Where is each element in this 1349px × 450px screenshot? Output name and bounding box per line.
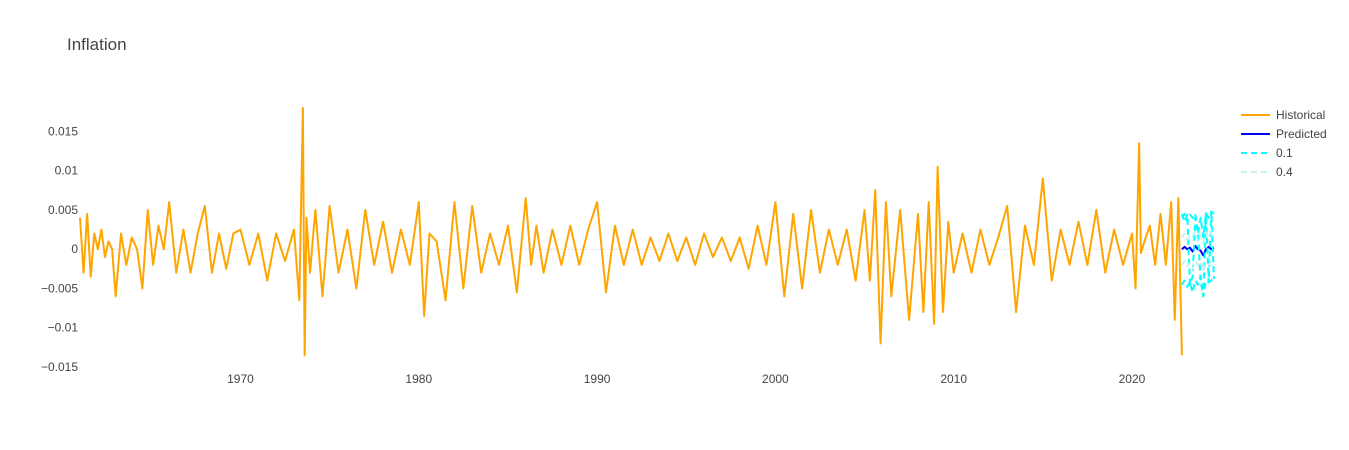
legend-label: 0.4 <box>1276 165 1293 179</box>
legend-item-historical[interactable]: Historical <box>1241 108 1325 122</box>
x-tick-label: 1980 <box>405 372 432 386</box>
y-tick-label: 0.015 <box>48 124 78 138</box>
x-tick-label: 2020 <box>1119 372 1146 386</box>
legend-label: 0.1 <box>1276 146 1293 160</box>
y-axis: −0.015 −0.01 −0.005 0 0.005 0.01 0.015 <box>41 124 78 374</box>
legend-item-predicted[interactable]: Predicted <box>1241 127 1327 141</box>
series-line-0-4 <box>1181 259 1214 273</box>
series-line-0-1 <box>1181 275 1215 298</box>
legend-item-0-4[interactable]: 0.4 <box>1241 165 1293 179</box>
y-tick-label: −0.015 <box>41 360 78 374</box>
y-tick-label: 0.005 <box>48 203 78 217</box>
series-line-0-4 <box>1181 229 1215 244</box>
x-tick-label: 2000 <box>762 372 789 386</box>
y-tick-label: −0.01 <box>48 321 79 335</box>
legend-item-0-1[interactable]: 0.1 <box>1241 146 1293 160</box>
legend-label: Historical <box>1276 108 1325 122</box>
series-line-historical <box>79 106 1183 357</box>
x-tick-label: 1970 <box>227 372 254 386</box>
chart-title: Inflation <box>67 35 127 54</box>
y-tick-label: 0.01 <box>55 164 79 178</box>
plot-area <box>79 106 1215 357</box>
x-axis: 1970 1980 1990 2000 2010 2020 <box>227 372 1146 386</box>
legend-label: Predicted <box>1276 127 1327 141</box>
y-tick-label: −0.005 <box>41 281 78 295</box>
series-line-0-1 <box>1181 210 1215 239</box>
x-tick-label: 1990 <box>584 372 611 386</box>
x-tick-label: 2010 <box>940 372 967 386</box>
y-tick-label: 0 <box>71 242 78 256</box>
legend[interactable]: Historical Predicted 0.1 0.4 <box>1241 108 1327 179</box>
